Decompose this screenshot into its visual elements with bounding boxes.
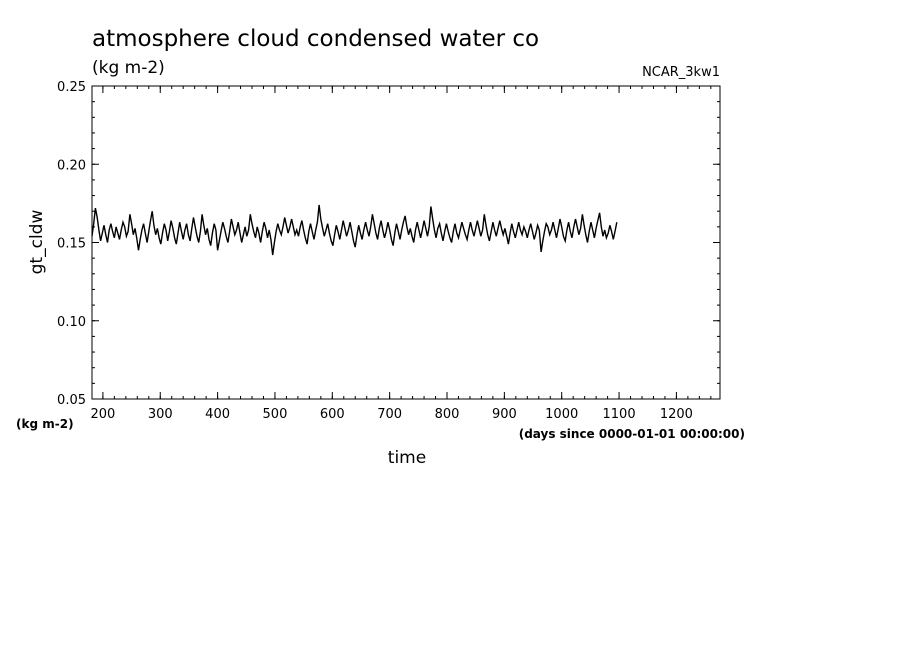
x-tick-labels: 200 300 400 500 600 700 800 900 1000 1100 1200 (90, 407, 692, 422)
x-tick-label: 400 (205, 407, 230, 422)
x-axis-unit-label: (days since 0000-01-01 00:00:00) (519, 427, 745, 441)
x-tick-label: 1000 (545, 407, 578, 422)
y-axis-unit-label: (kg m-2) (16, 417, 74, 431)
y-tick-label: 0.05 (57, 393, 86, 408)
x-tick-label: 700 (377, 407, 402, 422)
y-tick-labels: 0.05 0.10 0.15 0.20 0.25 (57, 80, 86, 408)
x-tick-label: 200 (90, 407, 115, 422)
x-tick-label: 300 (148, 407, 173, 422)
y-axis-title: gt_cldw (27, 210, 47, 275)
x-tick-label: 900 (492, 407, 517, 422)
chart-units: (kg m-2) (92, 58, 165, 78)
y-tick-label: 0.25 (57, 80, 86, 95)
x-tick-label: 500 (263, 407, 288, 422)
plot-frame (91, 85, 721, 400)
series-line-gt-cldw (91, 204, 618, 256)
x-tick-label: 800 (435, 407, 460, 422)
axis-ticks (92, 85, 720, 400)
y-tick-label: 0.20 (57, 158, 86, 173)
y-tick-label: 0.15 (57, 237, 86, 252)
chart-title: atmosphere cloud condensed water co (92, 26, 539, 52)
x-axis-title: time (388, 448, 426, 468)
x-tick-label: 1100 (603, 407, 636, 422)
x-tick-label: 600 (320, 407, 345, 422)
y-tick-label: 0.10 (57, 315, 86, 330)
run-name: NCAR_3kw1 (642, 65, 720, 80)
x-tick-label: 1200 (660, 407, 693, 422)
